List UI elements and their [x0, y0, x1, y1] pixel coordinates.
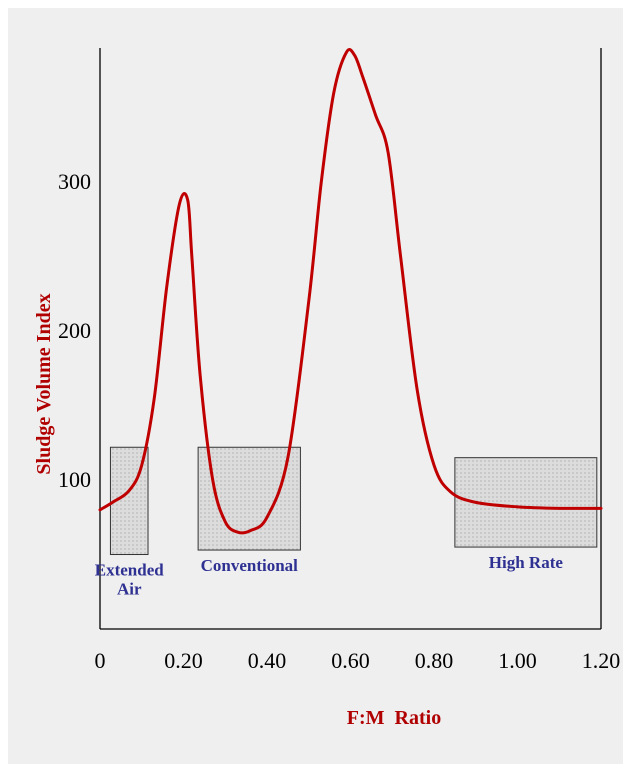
- axes-layer: [99, 48, 602, 630]
- ticks-layer: 0 0.20 0.40 0.60 0.80 1.00 1.20 100 200 300: [58, 169, 620, 673]
- chart-frame: 0 0.20 0.40 0.60 0.80 1.00 1.20 100 200 300 Exten…: [8, 8, 623, 764]
- series-line-0: [98, 48, 603, 535]
- region-label-0: Extended Air: [95, 561, 165, 599]
- x-tick-label: 0: [95, 648, 106, 673]
- regions-layer: [109, 446, 598, 556]
- region-box-1: [197, 446, 301, 551]
- region-label-1: Conventional: [201, 556, 299, 575]
- y-tick-label: 300: [58, 169, 91, 194]
- x-axis-title: F:M Ratio: [347, 707, 441, 729]
- x-tick-label: 1.00: [498, 648, 537, 673]
- x-tick-label: 0.20: [164, 648, 203, 673]
- x-tick-label: 0.40: [248, 648, 287, 673]
- chart-svg: 0 0.20 0.40 0.60 0.80 1.00 1.20 100 200 300 Exten…: [33, 48, 620, 729]
- x-tick-label: 0.80: [415, 648, 454, 673]
- y-tick-label: 100: [58, 467, 91, 492]
- y-axis-title: Sludge Volume Index: [33, 293, 55, 474]
- labels-layer: Extended Air Conventional High Rate: [95, 553, 564, 598]
- x-tick-label: 1.20: [582, 648, 621, 673]
- series-layer: [98, 48, 603, 535]
- region-label-2: High Rate: [489, 553, 564, 572]
- x-tick-label: 0.60: [331, 648, 370, 673]
- y-tick-label: 200: [58, 318, 91, 343]
